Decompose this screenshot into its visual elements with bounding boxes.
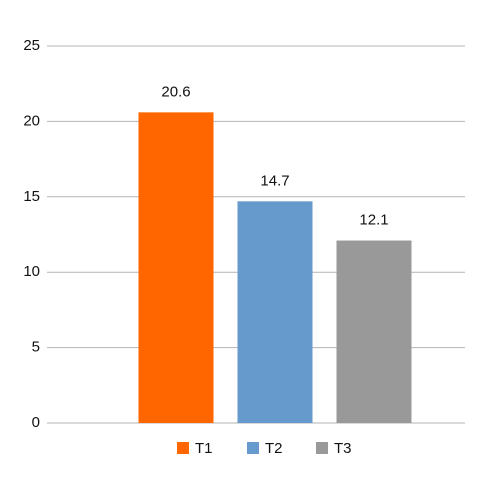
legend-label: T3 [334,440,352,457]
legend-swatch [316,442,328,454]
y-tick-label: 0 [32,414,40,431]
legend-swatch [177,442,189,454]
data-label: 14.7 [260,172,289,189]
y-tick-label: 25 [23,37,40,54]
legend-swatch [247,442,259,454]
legend-label: T2 [265,440,283,457]
bar [237,201,313,423]
bar [138,112,214,424]
y-tick-label: 15 [23,188,40,205]
legend-label: T1 [195,440,213,457]
y-tick-label: 20 [23,112,40,129]
bar [336,240,412,423]
data-label: 12.1 [359,212,388,229]
y-tick-label: 10 [23,263,40,280]
data-label: 20.6 [161,83,190,100]
y-tick-label: 5 [32,339,40,356]
